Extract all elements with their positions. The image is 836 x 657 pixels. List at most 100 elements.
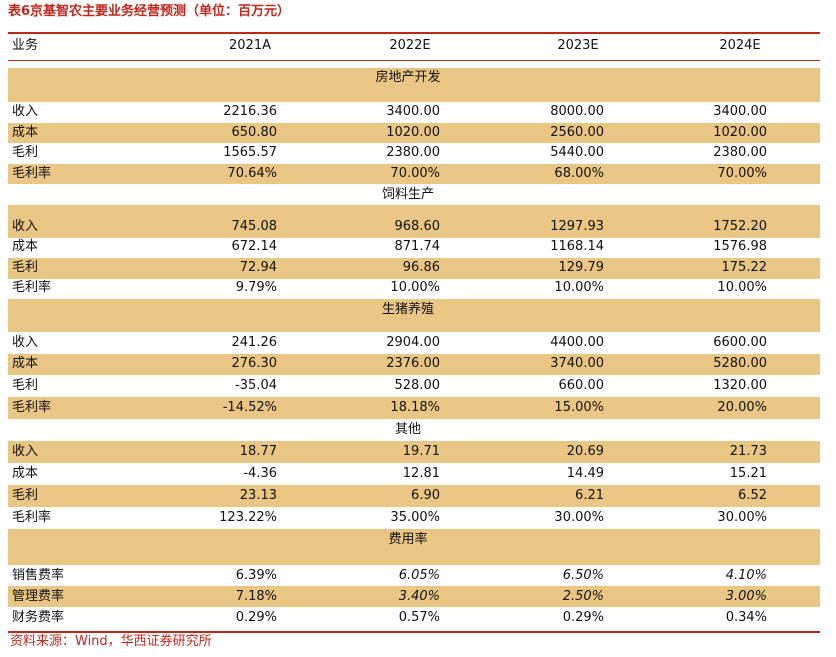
cell: 123.22%	[219, 510, 277, 525]
rule	[8, 631, 820, 633]
cell: 6.50%	[562, 567, 604, 583]
cell: 14.49	[566, 466, 604, 481]
cell: 276.30	[231, 356, 278, 372]
cell: 2216.36	[223, 104, 277, 120]
header-cell: 2022E	[389, 38, 431, 53]
cell: 745.08	[231, 219, 278, 235]
cell: 30.00%	[717, 510, 767, 525]
header-cell: 2021A	[229, 38, 271, 53]
cell: 收入	[12, 219, 39, 235]
cell: 2380.00	[386, 145, 440, 161]
cell: 1168.14	[550, 239, 604, 255]
cell: 72.94	[239, 260, 277, 276]
cell: 毛利率	[12, 510, 52, 525]
cell: 3400.00	[386, 104, 440, 120]
cell: 财务费率	[12, 609, 65, 625]
row-band	[8, 299, 820, 332]
row-band	[8, 122, 820, 143]
cell: 毛利	[12, 488, 39, 503]
cell: 销售费率	[12, 567, 65, 583]
cell: 175.22	[721, 260, 768, 276]
cell: 70.00%	[390, 165, 440, 181]
section-title: 其他	[394, 422, 421, 437]
cell: 6.90	[411, 488, 440, 503]
cell: 收入	[12, 444, 39, 459]
cell: 毛利率	[12, 280, 52, 296]
cell: -4.36	[243, 466, 277, 481]
cell: 3.00%	[725, 588, 767, 604]
cell: 4.10%	[725, 567, 767, 583]
cell: 2560.00	[550, 124, 604, 140]
cell: 968.60	[394, 219, 441, 235]
header-cell: 业务	[12, 38, 39, 53]
row-band	[8, 485, 820, 507]
rule	[8, 60, 820, 61]
cell: 18.18%	[390, 399, 440, 415]
cell: 21.73	[729, 444, 767, 459]
cell: 1576.98	[713, 239, 767, 255]
cell: 6600.00	[713, 334, 767, 350]
source-note: 资料来源：Wind，华西证券研究所	[10, 634, 212, 649]
cell: 1752.20	[713, 219, 767, 235]
cell: 6.52	[738, 488, 767, 503]
cell: 3.40%	[398, 588, 440, 604]
cell: 0.57%	[398, 609, 440, 625]
cell: 成本	[12, 356, 39, 372]
cell: 660.00	[558, 377, 605, 393]
row-band	[8, 353, 820, 375]
cell: 672.14	[231, 239, 278, 255]
cell: 2.50%	[562, 588, 604, 604]
cell: 35.00%	[390, 510, 440, 525]
cell: 成本	[12, 466, 39, 481]
cell: 10.00%	[554, 280, 604, 296]
cell: 收入	[12, 104, 39, 120]
cell: 5440.00	[550, 145, 604, 161]
section-title: 饲料生产	[381, 187, 434, 202]
cell: 241.26	[231, 334, 278, 350]
header-cell: 2023E	[557, 38, 599, 53]
cell: 15.21	[729, 466, 767, 481]
cell: 0.29%	[562, 609, 604, 625]
cell: 2376.00	[386, 356, 440, 372]
cell: 1320.00	[713, 377, 767, 393]
cell: 23.13	[239, 488, 277, 503]
row-band	[8, 205, 820, 217]
row-band	[8, 529, 820, 565]
section-title: 费用率	[388, 532, 428, 547]
cell: 管理费率	[12, 588, 65, 604]
cell: 1020.00	[713, 124, 767, 140]
cell: 20.00%	[717, 399, 767, 415]
cell: 12.81	[402, 466, 440, 481]
rule	[8, 32, 820, 34]
cell: 毛利	[12, 260, 39, 276]
row-band	[8, 217, 820, 238]
row-band	[8, 397, 820, 419]
cell: 19.71	[402, 444, 440, 459]
cell: -35.04	[235, 377, 277, 393]
cell: 8000.00	[550, 104, 604, 120]
cell: 70.64%	[227, 165, 277, 181]
cell: 9.79%	[235, 280, 277, 296]
cell: 70.00%	[717, 165, 767, 181]
cell: 6.39%	[235, 567, 277, 583]
cell: 129.79	[558, 260, 605, 276]
cell: 毛利	[12, 145, 39, 161]
cell: 10.00%	[390, 280, 440, 296]
table-title: 表6京基智农主要业务经营预测（单位：百万元）	[8, 4, 291, 19]
cell: 30.00%	[554, 510, 604, 525]
cell: 96.86	[402, 260, 440, 276]
cell: 68.00%	[554, 165, 604, 181]
cell: 0.34%	[725, 609, 767, 625]
cell: 871.74	[394, 239, 441, 255]
cell: 毛利率	[12, 399, 52, 415]
cell: 15.00%	[554, 399, 604, 415]
row-band	[8, 258, 820, 279]
cell: 成本	[12, 239, 39, 255]
cell: 3740.00	[550, 356, 604, 372]
cell: 0.29%	[235, 609, 277, 625]
cell: 6.21	[575, 488, 604, 503]
row-band	[8, 586, 820, 607]
cell: 成本	[12, 124, 39, 140]
cell: 5280.00	[713, 356, 767, 372]
